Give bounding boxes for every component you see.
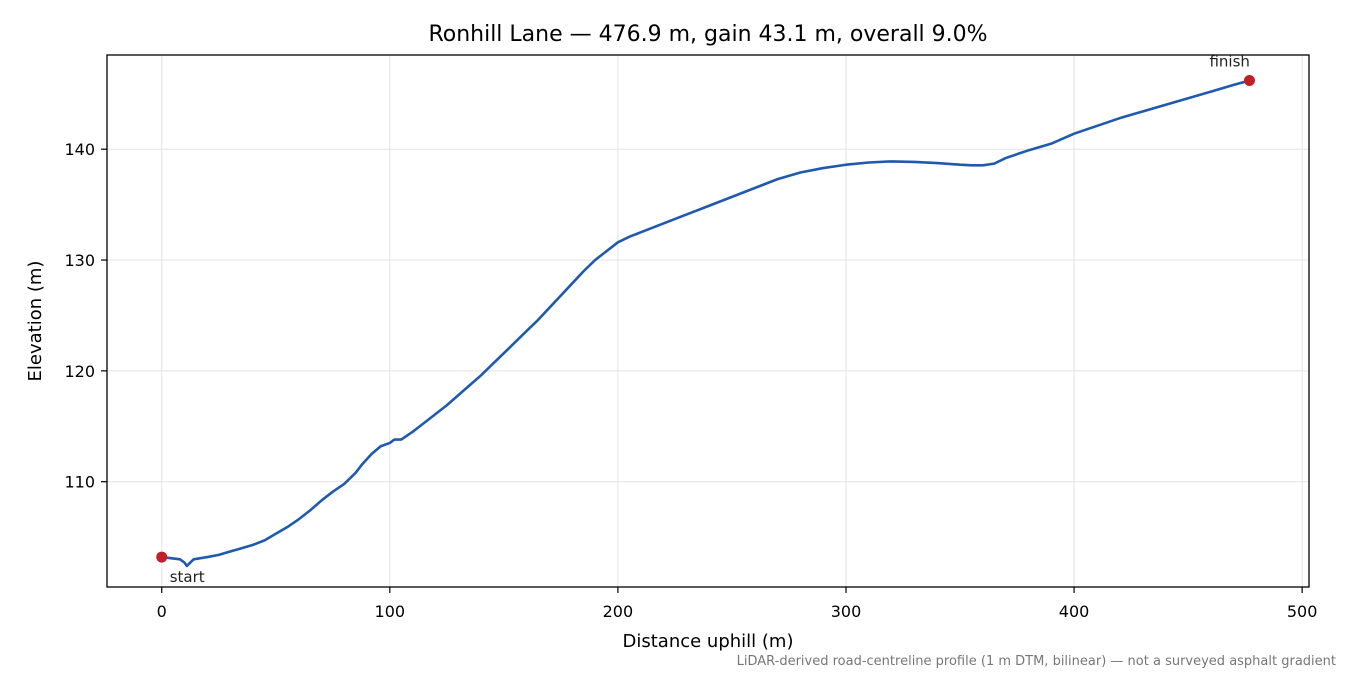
plot-area [106, 54, 1310, 588]
y-tick-label: 110 [64, 473, 95, 492]
grid-lines [107, 55, 1309, 587]
x-axis-label: Distance uphill (m) [623, 631, 794, 652]
x-tick-label: 100 [375, 602, 406, 621]
x-tick-label: 400 [1059, 602, 1090, 621]
y-tick-label: 120 [64, 362, 95, 381]
endpoint-markers: start finish [156, 52, 1255, 586]
y-tick-label: 140 [64, 140, 95, 159]
x-tick-label: 500 [1287, 602, 1318, 621]
start-marker [156, 551, 168, 563]
y-axis-label: Elevation (m) [25, 261, 46, 382]
x-tick-label: 0 [157, 602, 167, 621]
axis-ticks: 0 100 200 300 400 500 110 120 130 140 [64, 140, 1317, 621]
chart-title: Ronhill Lane — 476.9 m, gain 43.1 m, ove… [428, 22, 987, 47]
source-footnote: LiDAR-derived road-centreline profile (1… [737, 654, 1336, 669]
x-tick-label: 200 [603, 602, 634, 621]
start-label: start [170, 568, 205, 586]
finish-label: finish [1209, 52, 1249, 70]
y-tick-label: 130 [64, 251, 95, 270]
x-tick-label: 300 [831, 602, 862, 621]
elevation-line [160, 79, 1251, 568]
finish-marker [1243, 74, 1255, 86]
